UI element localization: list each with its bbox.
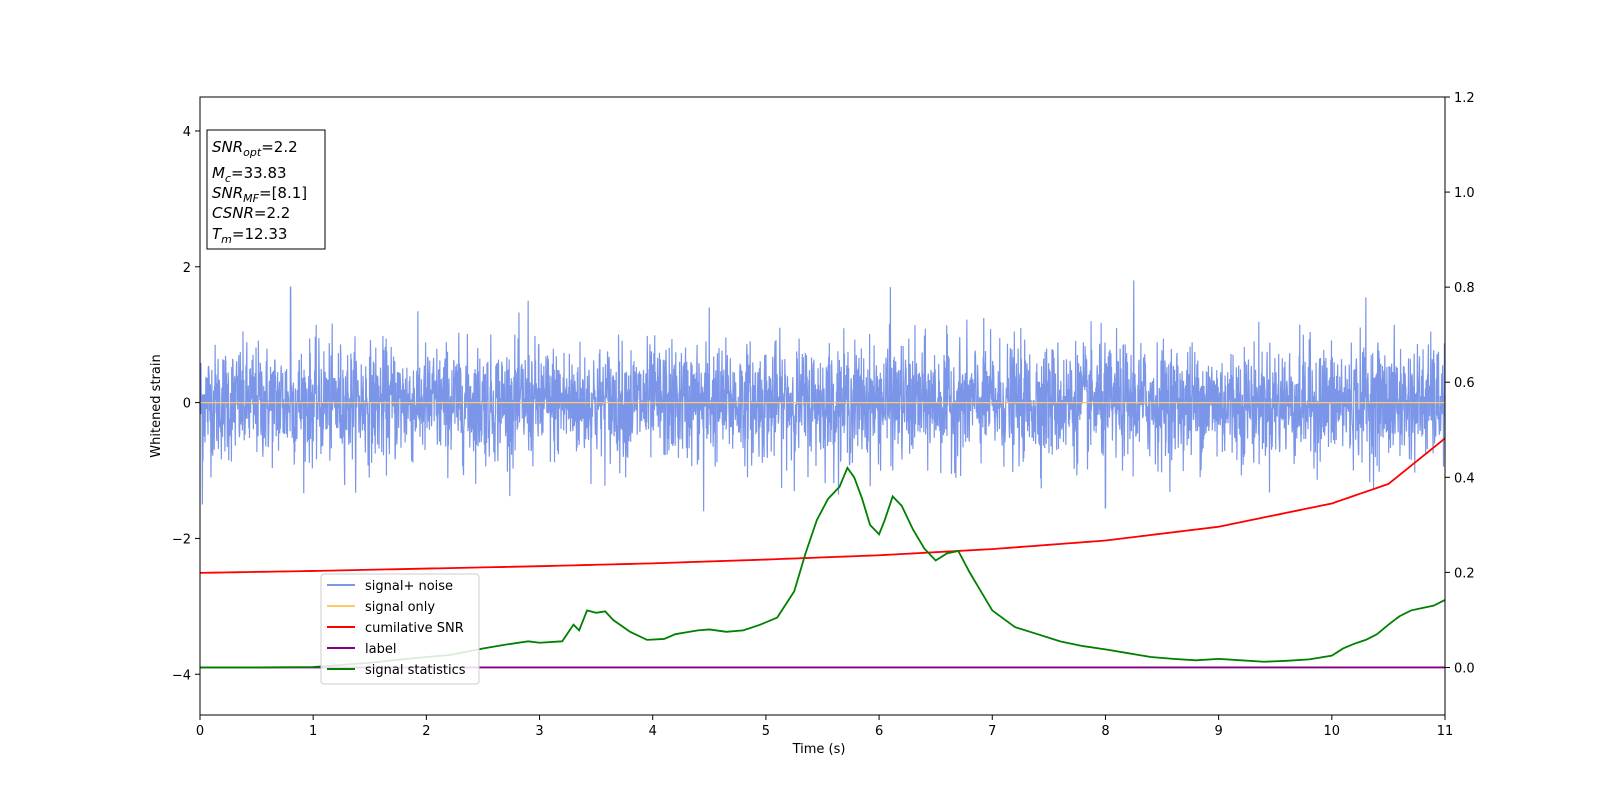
x-tick-label-5: 5 bbox=[762, 724, 770, 739]
y-right-tick-label-5: 1.0 bbox=[1454, 186, 1475, 201]
x-tick-label-9: 9 bbox=[1214, 724, 1222, 739]
x-tick-label-4: 4 bbox=[649, 724, 657, 739]
info-snr-opt: SNRopt=2.2 bbox=[212, 138, 298, 159]
x-tick-label-8: 8 bbox=[1101, 724, 1109, 739]
legend: signal+ noise signal only cumilative SNR… bbox=[320, 573, 480, 685]
x-axis-label: Time (s) bbox=[792, 742, 846, 757]
info-tm: Tm=12.33 bbox=[212, 225, 287, 246]
legend-label-signal-statistics: signal statistics bbox=[365, 663, 466, 678]
plot-frame bbox=[199, 96, 1446, 716]
y-left-tick-label-1: −2 bbox=[172, 532, 191, 547]
legend-label-label: label bbox=[365, 642, 396, 657]
y-right-tick-label-1: 0.2 bbox=[1454, 566, 1475, 581]
info-csnr: CSNR=2.2 bbox=[212, 204, 290, 222]
y-right-tick-label-4: 0.8 bbox=[1454, 281, 1475, 296]
x-tick-label-3: 3 bbox=[535, 724, 543, 739]
axes-layer: 0 1 2 3 4 5 6 7 8 9 10 11 −4 −2 0 2 4 0.0 0.2 0.4 0.6 0.8 1.0 1… bbox=[172, 91, 1475, 739]
info-snr-mf: SNRMF=[8.1] bbox=[212, 184, 307, 205]
y-right-tick-label-2: 0.4 bbox=[1454, 471, 1475, 486]
y-left-tick-label-4: 4 bbox=[183, 125, 191, 140]
y-left-tick-label-2: 0 bbox=[183, 397, 191, 412]
x-tick-label-0: 0 bbox=[196, 724, 204, 739]
legend-label-signal-only: signal only bbox=[365, 600, 435, 615]
y-axis-label: Whitened strain bbox=[149, 354, 164, 457]
x-tick-label-2: 2 bbox=[422, 724, 430, 739]
legend-label-signal-noise: signal+ noise bbox=[365, 579, 453, 594]
x-tick-label-11: 11 bbox=[1437, 724, 1454, 739]
y-right-tick-label-0: 0.0 bbox=[1454, 661, 1475, 676]
y-left-tick-label-0: −4 bbox=[172, 668, 191, 683]
info-box: SNRopt=2.2 Mc=33.83 SNRMF=[8.1] CSNR=2.2… bbox=[206, 129, 326, 250]
y-left-tick-label-3: 2 bbox=[183, 261, 191, 276]
y-right-tick-label-3: 0.6 bbox=[1454, 376, 1475, 391]
series-cumulative-snr bbox=[199, 437, 1446, 574]
x-tick-label-6: 6 bbox=[875, 724, 883, 739]
x-tick-label-7: 7 bbox=[988, 724, 996, 739]
x-tick-label-1: 1 bbox=[309, 724, 317, 739]
x-tick-label-10: 10 bbox=[1324, 724, 1341, 739]
info-mc: Mc=33.83 bbox=[212, 164, 287, 185]
y-right-tick-label-6: 1.2 bbox=[1454, 91, 1475, 106]
legend-label-cumulative-snr: cumilative SNR bbox=[365, 621, 464, 636]
series-signal-statistics bbox=[200, 465, 1446, 669]
